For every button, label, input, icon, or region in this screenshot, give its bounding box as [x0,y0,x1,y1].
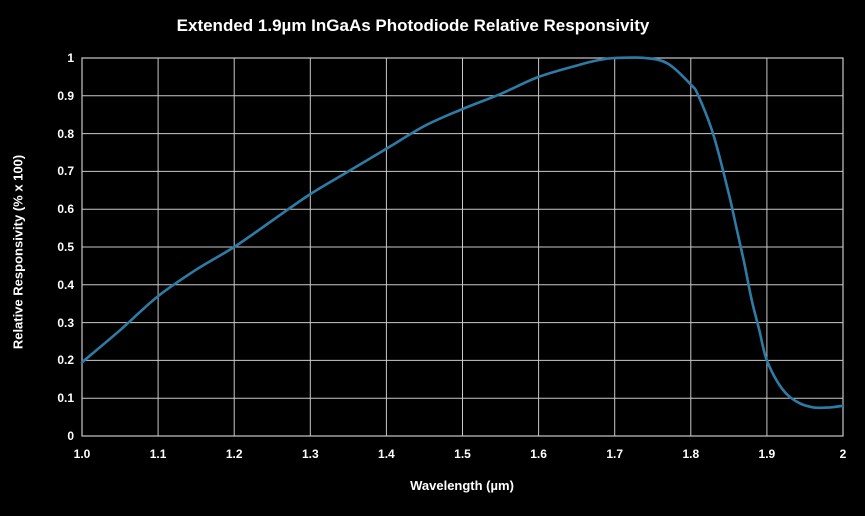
y-tick-label: 0.8 [57,126,74,141]
x-tick-label: 1.8 [682,447,700,461]
x-axis-title: Wavelength (µm) [410,478,514,493]
y-tick-label: 0.9 [57,88,74,103]
x-tick-label: 1.9 [758,447,776,461]
y-tick-label: 0.5 [57,240,74,254]
responsivity-curve [80,56,845,410]
y-tick-label: 0.7 [57,164,74,179]
y-tick-label: 1 [67,51,74,65]
y-tick-label: 0.6 [57,202,74,217]
x-tick-label: 1.3 [301,447,319,461]
x-tick-label: 1.6 [530,447,547,461]
y-tick-label: 0.3 [57,315,74,330]
plot-border [81,57,844,437]
x-tick-label: 1.0 [73,447,91,461]
x-tick-label: 1.5 [454,447,471,461]
chart-title: Extended 1.9µm InGaAs Photodiode Relativ… [176,16,650,35]
y-tick-label: 0.1 [57,391,74,406]
x-tick-label: 1.1 [149,447,167,461]
y-tick-label: 0.2 [57,353,74,368]
x-tick-label: 2 [839,447,847,461]
y-axis-title: Relative Responsivity (% x 100) [10,154,26,350]
x-tick-label: 1.4 [378,447,395,461]
y-tick-label: 0 [67,429,74,443]
x-tick-label: 1.2 [225,447,243,461]
x-tick-label: 1.7 [606,447,624,461]
y-tick-label: 0.4 [57,277,74,292]
